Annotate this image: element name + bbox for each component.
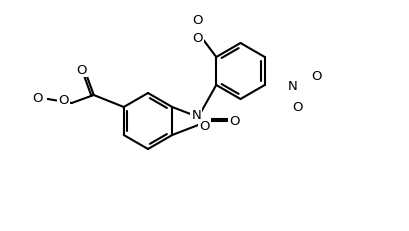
Text: N: N — [287, 79, 297, 92]
Text: O: O — [58, 94, 69, 107]
Text: O: O — [229, 115, 239, 128]
Text: O: O — [191, 13, 202, 26]
Text: O: O — [292, 101, 302, 114]
Text: O: O — [311, 69, 321, 82]
Text: O: O — [191, 31, 202, 44]
Text: O: O — [76, 63, 87, 76]
Text: O: O — [198, 119, 209, 132]
Text: O: O — [32, 91, 43, 104]
Text: N: N — [191, 109, 201, 122]
